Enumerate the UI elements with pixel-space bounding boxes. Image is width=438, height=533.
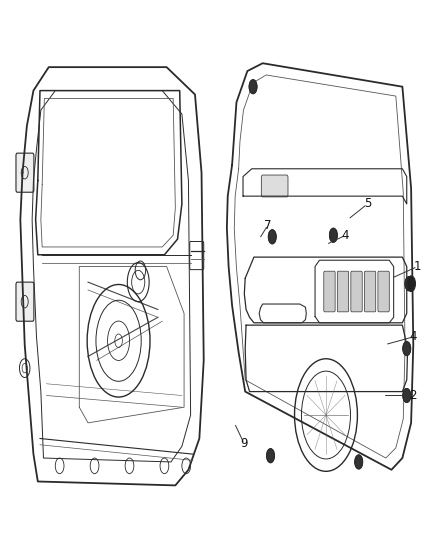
Circle shape — [407, 276, 416, 292]
Circle shape — [267, 449, 275, 463]
FancyBboxPatch shape — [324, 271, 335, 312]
Circle shape — [403, 342, 411, 356]
FancyBboxPatch shape — [16, 282, 34, 321]
Text: 5: 5 — [364, 197, 371, 211]
Text: 7: 7 — [264, 219, 272, 231]
FancyBboxPatch shape — [337, 271, 349, 312]
FancyBboxPatch shape — [351, 271, 362, 312]
FancyBboxPatch shape — [364, 271, 376, 312]
FancyBboxPatch shape — [16, 153, 34, 192]
Circle shape — [329, 228, 337, 243]
Circle shape — [403, 389, 411, 402]
Text: 1: 1 — [414, 260, 421, 273]
FancyBboxPatch shape — [261, 175, 288, 197]
Circle shape — [355, 455, 363, 469]
Text: 4: 4 — [410, 330, 417, 343]
Text: 9: 9 — [240, 438, 248, 450]
Circle shape — [405, 277, 413, 290]
FancyBboxPatch shape — [378, 271, 389, 312]
Text: 2: 2 — [410, 389, 417, 402]
Circle shape — [249, 79, 257, 94]
Circle shape — [268, 230, 276, 244]
Text: 4: 4 — [342, 229, 350, 242]
